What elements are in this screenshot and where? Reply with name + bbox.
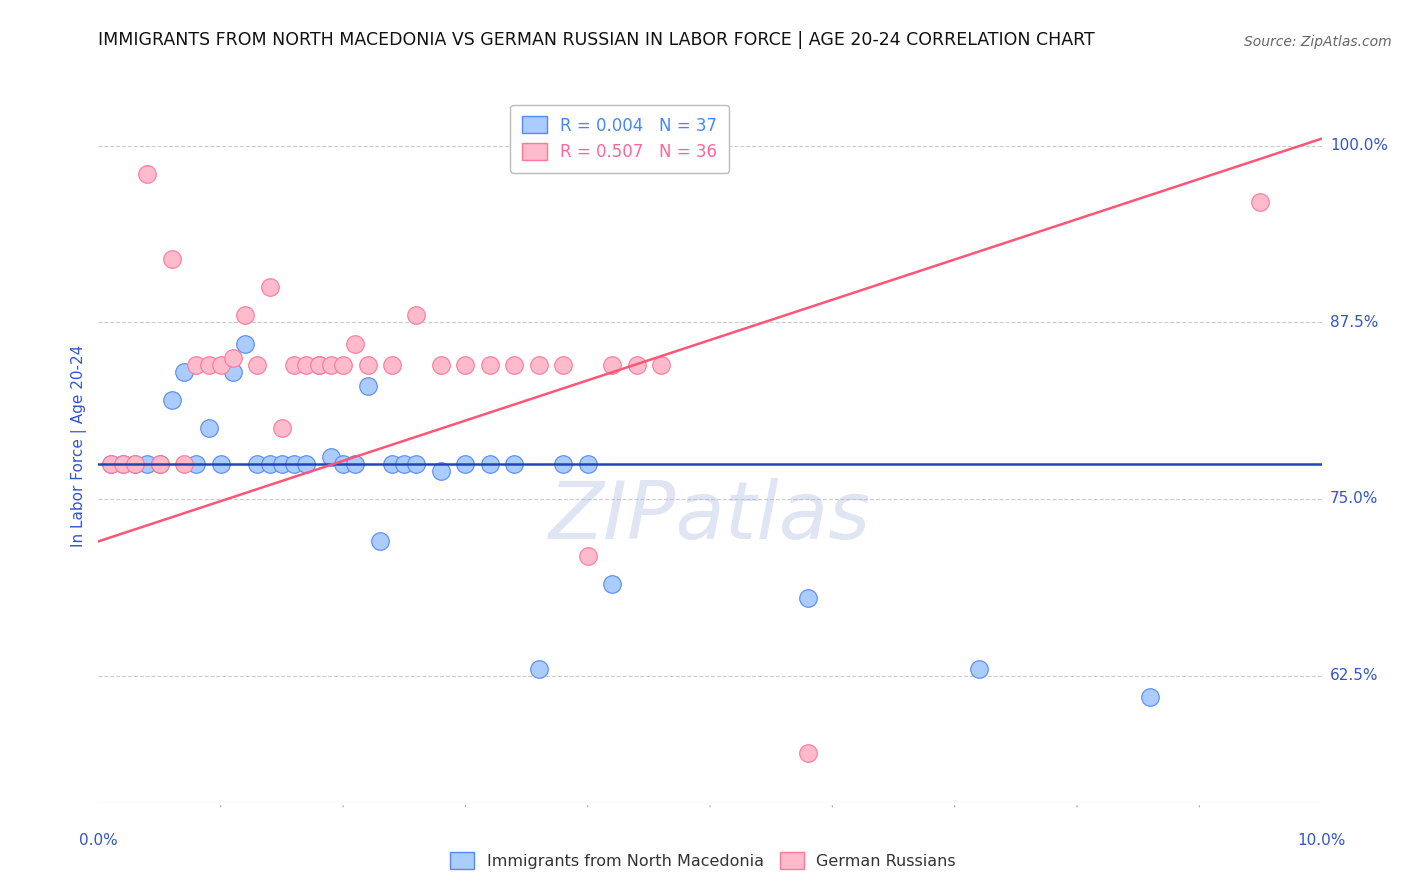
Point xyxy=(527,662,550,676)
Point xyxy=(600,358,623,372)
Point xyxy=(356,358,378,372)
Point xyxy=(186,358,208,372)
Text: ZIPatlas: ZIPatlas xyxy=(548,478,872,557)
Point xyxy=(503,457,526,471)
Text: 75.0%: 75.0% xyxy=(1330,491,1378,507)
Point xyxy=(576,457,599,471)
Text: 100.0%: 100.0% xyxy=(1330,138,1388,153)
Point xyxy=(111,457,134,471)
Text: Source: ZipAtlas.com: Source: ZipAtlas.com xyxy=(1244,35,1392,49)
Point xyxy=(454,457,477,471)
Text: 0.0%: 0.0% xyxy=(79,833,118,848)
Text: 62.5%: 62.5% xyxy=(1330,668,1378,683)
Point xyxy=(454,358,477,372)
Point xyxy=(344,457,367,471)
Point xyxy=(270,457,292,471)
Point xyxy=(478,457,501,471)
Text: 10.0%: 10.0% xyxy=(1298,833,1346,848)
Point xyxy=(319,450,342,464)
Point xyxy=(136,167,159,181)
Point xyxy=(259,280,281,294)
Point xyxy=(527,358,550,372)
Point xyxy=(308,358,330,372)
Point xyxy=(650,358,672,372)
Point xyxy=(626,358,648,372)
Point xyxy=(233,336,256,351)
Point xyxy=(270,421,292,435)
Point xyxy=(405,457,427,471)
Point xyxy=(197,421,219,435)
Point xyxy=(430,358,453,372)
Point xyxy=(160,252,183,266)
Point xyxy=(356,379,378,393)
Point xyxy=(553,457,575,471)
Point xyxy=(381,358,404,372)
Point xyxy=(160,393,183,408)
Point xyxy=(173,457,195,471)
Point xyxy=(124,457,146,471)
Point xyxy=(295,358,318,372)
Point xyxy=(295,457,318,471)
Point xyxy=(283,457,305,471)
Point xyxy=(797,747,820,761)
Point xyxy=(368,534,391,549)
Point xyxy=(259,457,281,471)
Point xyxy=(283,358,305,372)
Legend: Immigrants from North Macedonia, German Russians: Immigrants from North Macedonia, German … xyxy=(443,846,963,875)
Point xyxy=(100,457,122,471)
Point xyxy=(149,457,172,471)
Point xyxy=(797,591,820,605)
Text: IMMIGRANTS FROM NORTH MACEDONIA VS GERMAN RUSSIAN IN LABOR FORCE | AGE 20-24 COR: IMMIGRANTS FROM NORTH MACEDONIA VS GERMA… xyxy=(98,31,1095,49)
Point xyxy=(1249,195,1271,210)
Point xyxy=(576,549,599,563)
Point xyxy=(553,358,575,372)
Point xyxy=(136,457,159,471)
Point xyxy=(392,457,416,471)
Point xyxy=(233,308,256,322)
Y-axis label: In Labor Force | Age 20-24: In Labor Force | Age 20-24 xyxy=(72,345,87,547)
Point xyxy=(209,457,232,471)
Legend: R = 0.004   N = 37, R = 0.507   N = 36: R = 0.004 N = 37, R = 0.507 N = 36 xyxy=(510,104,730,173)
Point xyxy=(344,336,367,351)
Point xyxy=(100,457,122,471)
Point xyxy=(186,457,208,471)
Point xyxy=(246,358,269,372)
Point xyxy=(332,358,354,372)
Point xyxy=(209,358,232,372)
Point xyxy=(197,358,219,372)
Text: 87.5%: 87.5% xyxy=(1330,315,1378,330)
Point xyxy=(430,464,453,478)
Point xyxy=(149,457,172,471)
Point xyxy=(600,576,623,591)
Point xyxy=(222,365,245,379)
Point xyxy=(246,457,269,471)
Point xyxy=(319,358,342,372)
Point xyxy=(503,358,526,372)
Point xyxy=(381,457,404,471)
Point xyxy=(124,457,146,471)
Point xyxy=(967,662,990,676)
Point xyxy=(308,358,330,372)
Point xyxy=(478,358,501,372)
Point xyxy=(1139,690,1161,704)
Point xyxy=(332,457,354,471)
Point xyxy=(173,365,195,379)
Point xyxy=(222,351,245,365)
Point xyxy=(111,457,134,471)
Point xyxy=(405,308,427,322)
